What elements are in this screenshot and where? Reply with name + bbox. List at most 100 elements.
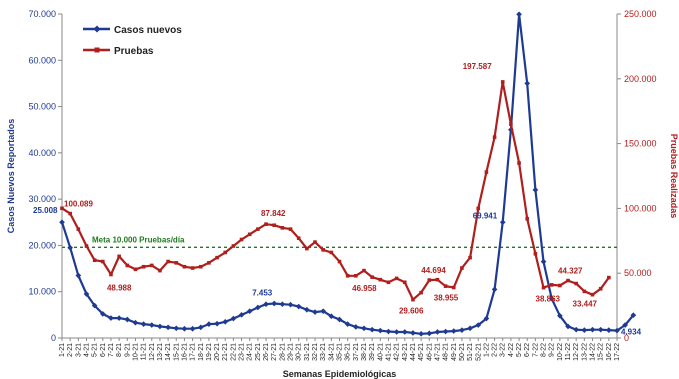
data-point-casos-nuevos	[573, 326, 580, 333]
x-axis-title: Semanas Epidemiológicas	[283, 369, 397, 379]
x-tick-label: 16-22	[606, 343, 613, 361]
data-point-pruebas	[402, 280, 407, 285]
data-point-casos-nuevos	[189, 325, 196, 332]
data-point-pruebas	[92, 258, 97, 263]
x-tick-label: 12-22	[573, 343, 580, 361]
x-tick-label: 33-21	[320, 343, 327, 361]
data-point-casos-nuevos	[622, 322, 628, 328]
data-point-pruebas	[321, 248, 325, 252]
data-point-casos-nuevos	[140, 321, 147, 327]
x-tick-label: 14-21	[165, 343, 172, 361]
x-tick-label: 22-21	[230, 343, 237, 361]
data-point-casos-nuevos	[320, 308, 327, 314]
data-point-casos-nuevos	[99, 311, 106, 317]
data-point-casos-nuevos	[540, 258, 547, 265]
data-point-casos-nuevos	[377, 327, 384, 334]
y2-tick-label: 150.000	[624, 139, 657, 149]
x-tick-label: 49-21	[451, 343, 458, 361]
x-tick-label: 29-21	[288, 343, 295, 361]
data-point-pruebas	[549, 283, 554, 287]
data-label: 33.447	[573, 300, 598, 309]
x-tick-label: 38-21	[361, 343, 368, 361]
x-tick-label: 50-21	[459, 343, 466, 361]
data-point-casos-nuevos	[352, 324, 359, 330]
data-point-casos-nuevos	[295, 303, 302, 310]
data-point-casos-nuevos	[491, 286, 498, 293]
x-tick-label: 48-21	[443, 343, 450, 361]
data-point-casos-nuevos	[548, 295, 555, 302]
data-point-pruebas	[239, 237, 244, 242]
x-tick-label: 19-21	[206, 343, 213, 361]
data-point-casos-nuevos	[401, 329, 408, 335]
data-point-casos-nuevos	[312, 309, 318, 315]
data-point-casos-nuevos	[393, 329, 400, 335]
data-point-pruebas	[500, 80, 505, 84]
data-label: 46.958	[352, 284, 377, 293]
x-tick-label: 7-22	[532, 343, 539, 357]
data-point-casos-nuevos	[418, 331, 424, 337]
data-point-casos-nuevos	[483, 315, 490, 322]
data-point-casos-nuevos	[230, 315, 237, 322]
data-point-casos-nuevos	[173, 325, 180, 332]
data-point-pruebas	[101, 259, 105, 264]
data-point-pruebas	[345, 273, 350, 278]
x-tick-label: 2-21	[67, 343, 74, 357]
data-point-casos-nuevos	[214, 320, 220, 327]
data-point-casos-nuevos	[459, 327, 465, 333]
x-tick-label: 17-22	[614, 343, 621, 361]
data-point-pruebas	[215, 255, 219, 260]
y-tick-label: 40.000	[28, 148, 56, 158]
x-tick-label: 10-21	[132, 343, 139, 361]
data-label: 69.941	[473, 211, 498, 220]
data-point-casos-nuevos	[75, 272, 82, 279]
x-tick-label: 4-21	[83, 343, 90, 357]
data-point-pruebas	[533, 251, 538, 256]
x-tick-label: 2-22	[492, 343, 499, 357]
x-tick-label: 40-21	[377, 343, 384, 361]
data-point-casos-nuevos	[279, 301, 286, 308]
data-point-pruebas	[574, 281, 578, 286]
x-tick-label: 36-21	[345, 343, 352, 361]
x-tick-label: 43-21	[402, 343, 409, 361]
data-point-casos-nuevos	[304, 306, 310, 313]
y-tick-label: 0	[51, 333, 56, 343]
data-point-pruebas	[566, 278, 570, 283]
data-point-pruebas	[394, 276, 399, 281]
data-point-pruebas	[370, 275, 374, 279]
x-tick-label: 39-21	[369, 343, 376, 361]
data-point-pruebas	[149, 263, 154, 268]
data-point-pruebas	[256, 227, 260, 231]
data-point-pruebas	[362, 268, 366, 273]
x-tick-label: 15-21	[173, 343, 180, 361]
data-point-casos-nuevos	[565, 323, 571, 330]
data-point-casos-nuevos	[361, 325, 367, 332]
data-point-pruebas	[60, 206, 64, 211]
data-point-casos-nuevos	[344, 321, 351, 327]
x-tick-label: 24-21	[247, 343, 254, 361]
data-point-pruebas	[207, 261, 211, 265]
data-point-pruebas	[288, 227, 293, 231]
data-point-pruebas	[590, 292, 595, 297]
data-point-pruebas	[158, 268, 162, 273]
x-tick-label: 13-21	[157, 343, 164, 361]
data-point-pruebas	[443, 284, 448, 288]
data-point-casos-nuevos	[246, 308, 253, 314]
data-label: 48.988	[107, 284, 132, 293]
data-label: 4.934	[621, 328, 642, 337]
data-point-casos-nuevos	[450, 328, 457, 334]
data-point-casos-nuevos	[606, 327, 612, 333]
x-tick-label: 37-21	[353, 343, 360, 361]
data-point-casos-nuevos	[516, 11, 522, 18]
x-tick-label: 26-21	[263, 343, 270, 361]
data-point-pruebas	[411, 297, 415, 302]
data-point-pruebas	[517, 161, 521, 165]
y-axis-title: Casos Nuevos Reportados	[6, 119, 16, 234]
data-label: 25.008	[33, 206, 58, 215]
data-point-pruebas	[125, 263, 130, 268]
data-point-casos-nuevos	[426, 330, 433, 337]
data-point-pruebas	[509, 122, 513, 126]
data-label: 87.842	[261, 209, 286, 218]
y-tick-label: 20.000	[28, 240, 56, 250]
data-point-casos-nuevos	[385, 328, 392, 335]
